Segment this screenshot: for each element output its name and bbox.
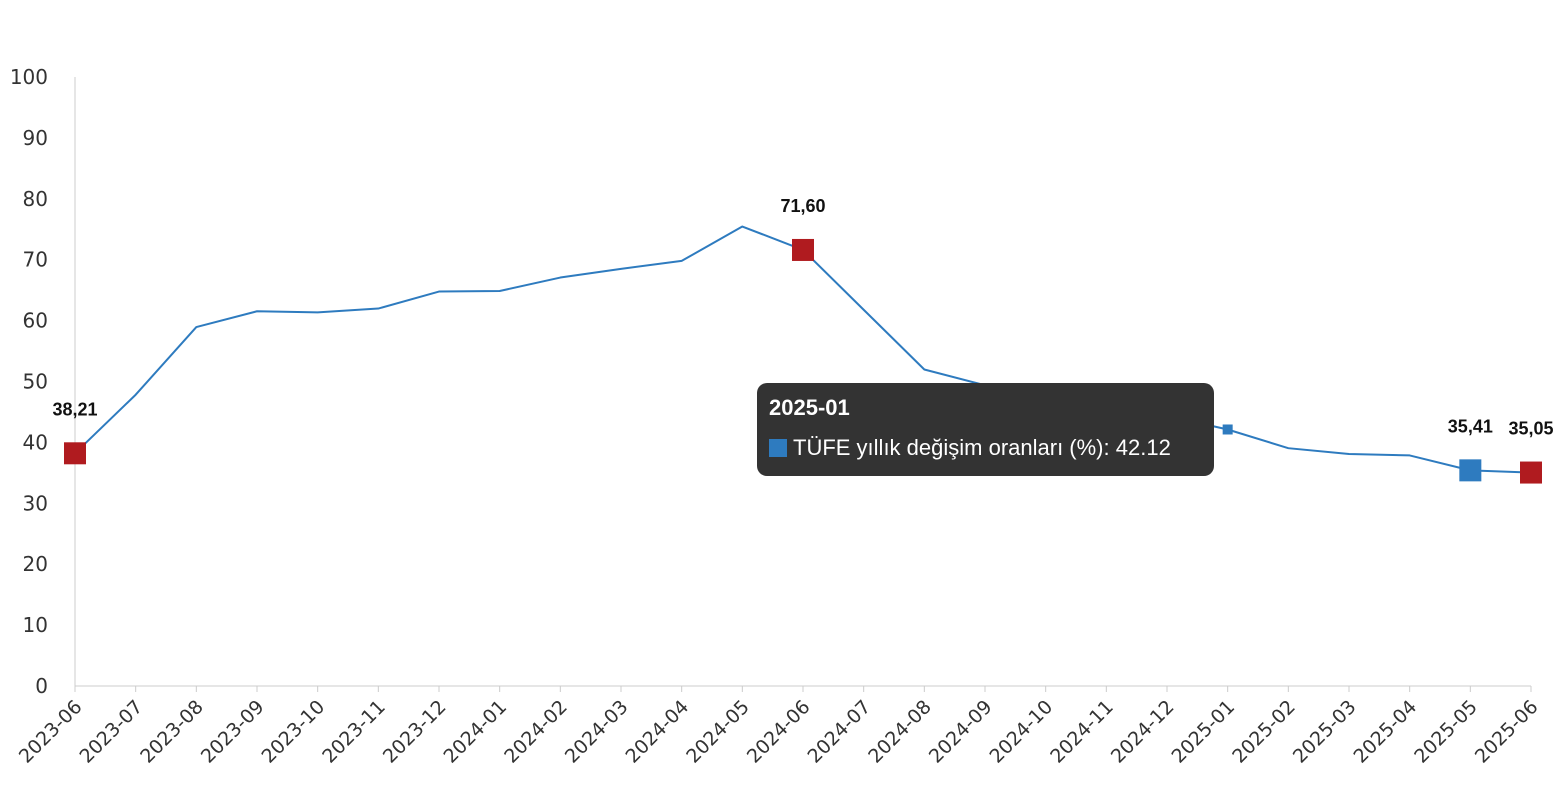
tooltip-series-swatch xyxy=(769,439,787,457)
x-tick-label: 2023-09 xyxy=(197,696,269,768)
markers-layer xyxy=(64,238,1542,484)
x-tick-label: 2024-01 xyxy=(440,696,512,768)
x-tick-label: 2023-06 xyxy=(15,696,87,768)
x-tick-label: 2024-08 xyxy=(864,696,936,768)
x-tick-label: 2024-06 xyxy=(743,696,815,768)
y-tick-label: 50 xyxy=(23,370,48,394)
y-tick-label: 80 xyxy=(23,187,48,211)
y-tick-label: 20 xyxy=(23,552,48,576)
tooltip-value: 42.12 xyxy=(1115,435,1171,460)
y-tick-label: 90 xyxy=(23,126,48,150)
x-tick-label: 2023-11 xyxy=(318,696,390,768)
tooltip-title: 2025-01 xyxy=(769,395,850,420)
highlighted-point-marker[interactable] xyxy=(1459,459,1482,482)
x-tick-label: 2024-05 xyxy=(682,696,754,768)
y-tick-label: 10 xyxy=(23,613,48,637)
highlighted-point-marker[interactable] xyxy=(64,442,86,465)
x-tick-label: 2023-07 xyxy=(76,696,148,768)
data-label: 35,41 xyxy=(1448,416,1493,436)
x-tick-label: 2024-02 xyxy=(500,696,572,768)
data-labels-layer: 38,21 71,60 35,41 35,05 xyxy=(52,196,1553,439)
x-tick-label: 2023-10 xyxy=(258,696,330,768)
x-tick-label: 2024-12 xyxy=(1107,696,1179,768)
y-tick-label: 100 xyxy=(10,65,48,89)
x-tick-label: 2024-03 xyxy=(561,696,633,768)
highlighted-point-marker[interactable] xyxy=(1520,461,1542,484)
y-tick-label: 60 xyxy=(23,309,48,333)
data-label: 71,60 xyxy=(780,196,825,216)
x-tick-label: 2025-06 xyxy=(1471,696,1543,768)
y-tick-label: 30 xyxy=(23,491,48,515)
x-tick-label: 2024-09 xyxy=(925,696,997,768)
x-tick-label: 2025-01 xyxy=(1168,696,1240,768)
tooltip: 2025-01 TÜFE yıllık değişim oranları (%)… xyxy=(757,383,1214,476)
y-tick-label: 40 xyxy=(23,430,48,454)
x-tick-label: 2024-11 xyxy=(1046,696,1118,768)
data-label: 35,05 xyxy=(1508,419,1553,439)
tooltip-series-label: TÜFE yıllık değişim oranları (%) xyxy=(793,435,1104,460)
tooltip-separator: : xyxy=(1103,435,1116,460)
tooltip-series-row: TÜFE yıllık değişim oranları (%) : 42.12 xyxy=(769,435,1202,461)
x-tick-label: 2023-08 xyxy=(136,696,208,768)
x-tick-label: 2024-04 xyxy=(622,696,694,768)
x-tick-label: 2024-10 xyxy=(986,696,1058,768)
data-label: 38,21 xyxy=(52,399,97,419)
y-tick-label: 0 xyxy=(35,674,48,698)
x-tick-label: 2024-07 xyxy=(804,696,876,768)
x-tick-label: 2025-02 xyxy=(1228,696,1300,768)
highlighted-point-marker[interactable] xyxy=(792,238,814,261)
x-tick-label: 2025-03 xyxy=(1289,696,1361,768)
x-tick-label: 2023-12 xyxy=(379,696,451,768)
y-tick-label: 70 xyxy=(23,248,48,272)
x-tick-label: 2025-05 xyxy=(1410,696,1482,768)
hovered-point-marker[interactable] xyxy=(1222,424,1233,435)
x-tick-label: 2025-04 xyxy=(1350,696,1422,768)
